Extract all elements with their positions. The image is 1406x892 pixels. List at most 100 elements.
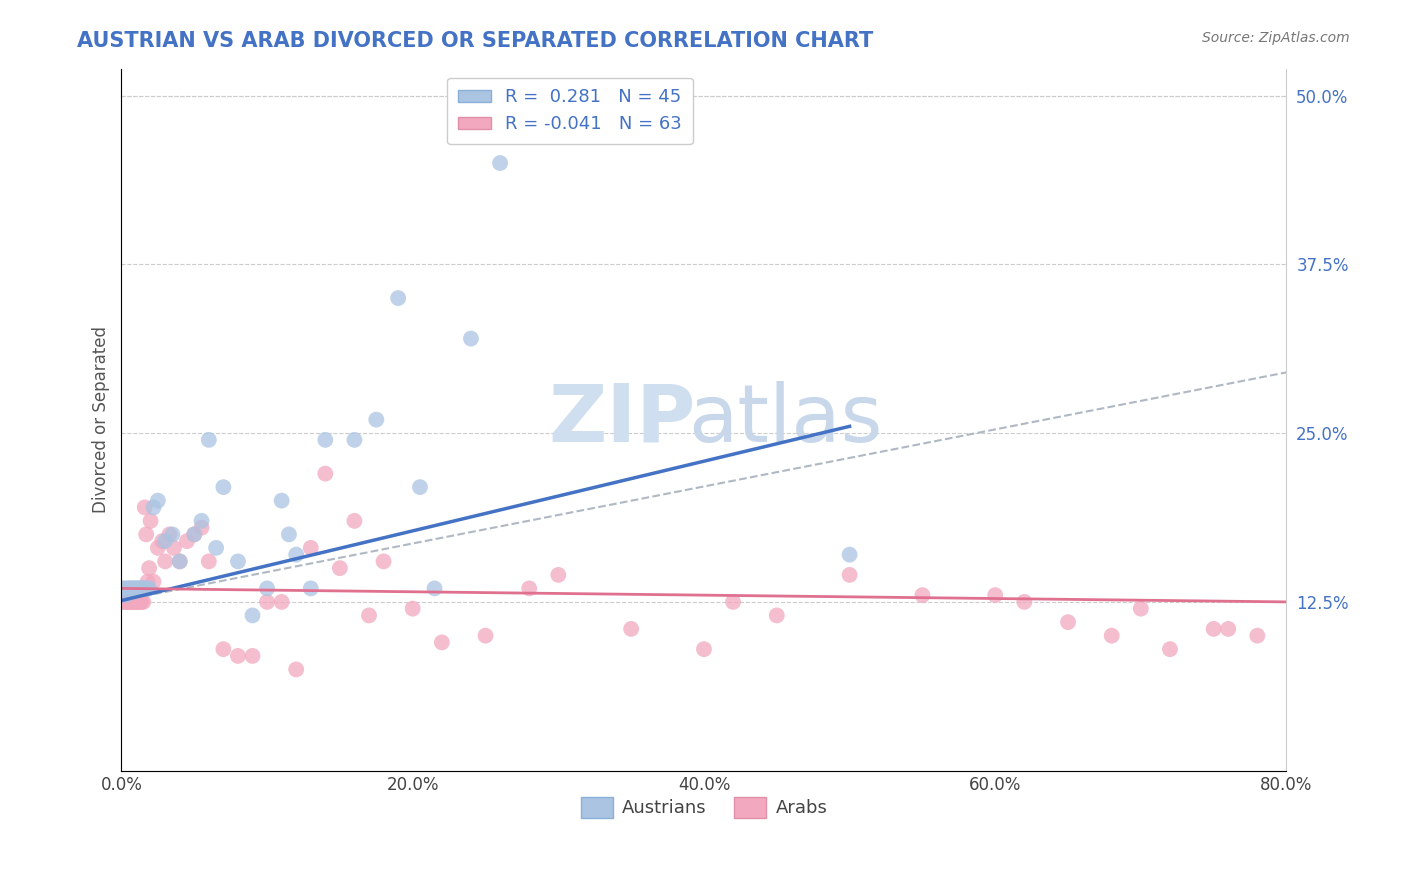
Point [138,582,160,596]
Point [299,541,322,555]
Point [285,662,308,676]
Point [163,541,186,555]
Point [314,467,336,481]
Point [489,156,512,170]
Point [127,595,149,609]
Point [693,642,716,657]
Point [620,622,643,636]
Point [159,527,181,541]
Point [226,648,249,663]
Point [118,582,141,596]
Point [132,595,155,609]
Point [1014,595,1036,609]
Point [128,595,150,609]
Point [242,608,264,623]
Point [132,582,155,596]
Point [1057,615,1080,629]
Point [153,534,176,549]
Point [112,595,135,609]
Legend: Austrians, Arabs: Austrians, Arabs [574,789,835,825]
Point [136,574,159,589]
Point [111,595,134,609]
Point [142,500,165,515]
Point [131,582,153,596]
Point [153,554,176,568]
Point [120,595,142,609]
Point [256,582,278,596]
Point [198,433,221,447]
Point [366,412,388,426]
Point [547,102,569,116]
Point [138,561,160,575]
Point [242,648,264,663]
Point [1218,622,1240,636]
Point [270,493,292,508]
Point [911,588,934,602]
Point [343,433,366,447]
Point [198,554,221,568]
Point [1101,629,1123,643]
Point [114,588,136,602]
Point [343,514,366,528]
Point [169,554,191,568]
Text: ZIP: ZIP [548,381,696,458]
Point [121,595,143,609]
Point [135,527,157,541]
Point [1202,622,1225,636]
Point [111,582,134,596]
Point [387,291,409,305]
Point [122,595,145,609]
Point [423,582,446,596]
Point [183,527,205,541]
Point [270,595,292,609]
Point [212,642,235,657]
Point [299,582,322,596]
Point [139,514,162,528]
Point [162,527,184,541]
Point [409,480,432,494]
Point [285,548,308,562]
Point [112,582,135,596]
Point [176,534,198,549]
Point [838,568,860,582]
Point [1246,629,1268,643]
Point [122,582,145,596]
Point [460,332,482,346]
Point [127,582,149,596]
Point [146,541,169,555]
Point [117,582,139,596]
Point [142,574,165,589]
Point [547,568,569,582]
Point [357,608,380,623]
Point [114,595,136,609]
Point [131,595,153,609]
Point [212,480,235,494]
Point [150,534,173,549]
Point [1159,642,1181,657]
Point [226,554,249,568]
Point [117,595,139,609]
Point [277,527,299,541]
Point [430,635,453,649]
Point [146,493,169,508]
Point [190,514,212,528]
Point [125,595,148,609]
Point [314,433,336,447]
Point [124,582,146,596]
Text: Source: ZipAtlas.com: Source: ZipAtlas.com [1202,31,1350,45]
Text: AUSTRIAN VS ARAB DIVORCED OR SEPARATED CORRELATION CHART: AUSTRIAN VS ARAB DIVORCED OR SEPARATED C… [77,31,873,51]
Point [136,582,159,596]
Point [402,601,425,615]
Point [129,582,152,596]
Point [474,629,496,643]
Point [190,521,212,535]
Point [517,582,540,596]
Point [134,500,156,515]
Point [205,541,228,555]
Point [984,588,1007,602]
Point [765,608,787,623]
Point [124,595,146,609]
Point [134,582,156,596]
Text: atlas: atlas [689,381,883,458]
Y-axis label: Divorced or Separated: Divorced or Separated [93,326,110,513]
